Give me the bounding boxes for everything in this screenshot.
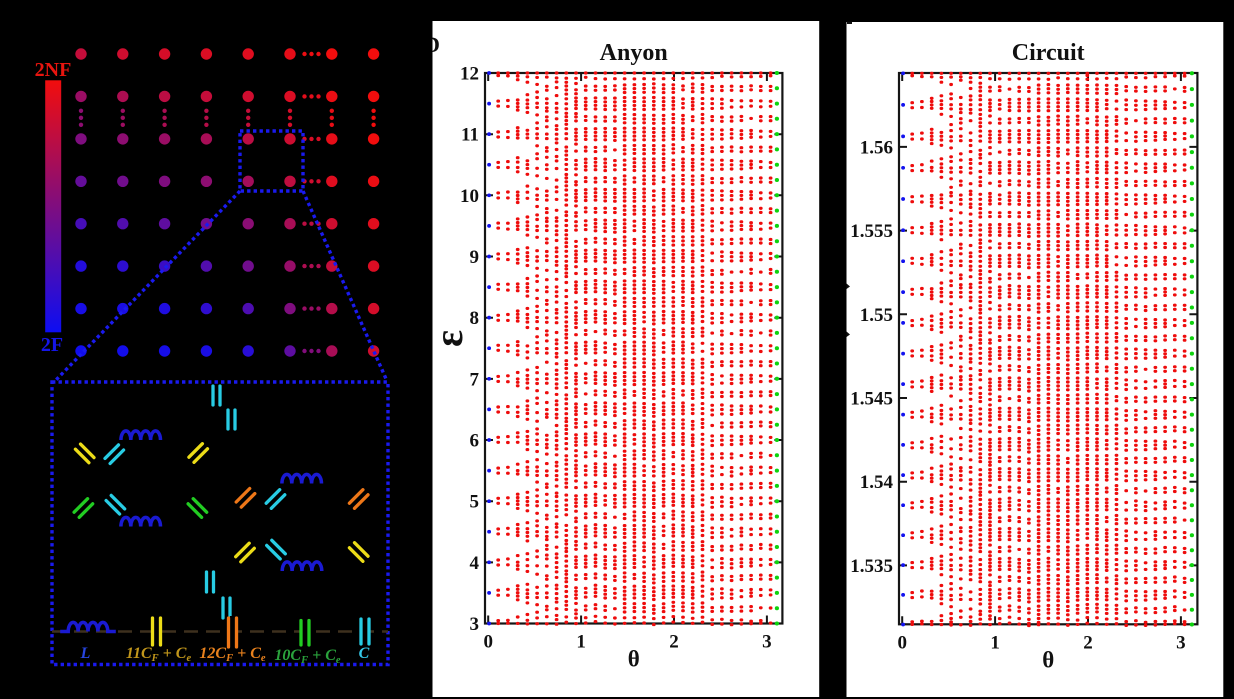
svg-text:2NF: 2NF	[35, 59, 72, 81]
svg-text:9: 9	[470, 247, 480, 268]
svg-text:1.545: 1.545	[850, 389, 893, 410]
svg-text:10: 10	[460, 186, 479, 207]
svg-text:10CF​ + Ce​: 10CF​ + Ce​	[274, 647, 340, 666]
svg-text:1.535: 1.535	[850, 556, 893, 577]
svg-text:11CF​ + Ce​: 11CF​ + Ce​	[126, 645, 192, 664]
svg-text:12CF​ + Ce​: 12CF​ + Ce​	[199, 645, 265, 664]
svg-text:2F: 2F	[41, 334, 63, 356]
svg-text:1: 1	[576, 632, 586, 653]
svg-text:0: 0	[483, 632, 493, 653]
svg-text:Circuit: Circuit	[1012, 40, 1085, 66]
svg-text:1.55: 1.55	[860, 305, 893, 326]
svg-text:Anyon: Anyon	[600, 40, 668, 66]
svg-text:C: C	[359, 645, 370, 662]
svg-text:D: D	[424, 32, 440, 57]
svg-text:8: 8	[470, 308, 480, 329]
svg-text:L: L	[80, 645, 91, 662]
svg-text:3: 3	[762, 632, 772, 653]
svg-text:1: 1	[990, 632, 1000, 653]
svg-text:1.56: 1.56	[860, 137, 893, 158]
svg-text:3: 3	[470, 614, 480, 635]
svg-text:11: 11	[461, 125, 479, 146]
svg-text:θ: θ	[1042, 647, 1054, 672]
svg-text:12: 12	[460, 64, 479, 85]
svg-text:θ: θ	[628, 647, 640, 672]
svg-text:6: 6	[470, 431, 480, 452]
svg-text:1.555: 1.555	[850, 221, 893, 242]
svg-text:0: 0	[897, 632, 907, 653]
svg-text:ε: ε	[426, 330, 471, 347]
svg-text:4: 4	[470, 553, 480, 574]
svg-text:2: 2	[1083, 632, 1093, 653]
svg-text:5: 5	[470, 492, 480, 513]
svg-text:2: 2	[669, 632, 679, 653]
svg-text:3: 3	[1176, 632, 1186, 653]
svg-text:7: 7	[470, 369, 480, 390]
svg-text:1.54: 1.54	[860, 472, 894, 493]
